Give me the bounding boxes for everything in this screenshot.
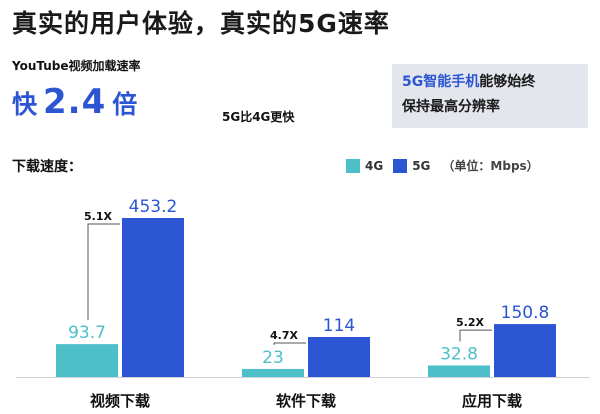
value-label-5g-1: 453.2: [129, 197, 178, 217]
value-label-5g-3: 150.8: [501, 303, 550, 323]
value-label-4g-2: 23: [262, 348, 284, 368]
legend-unit: （单位：Mbps）: [442, 159, 539, 173]
legend-swatch-4g: [346, 158, 360, 173]
multiplier-label-2: 4.7X: [270, 329, 298, 342]
legend-label-4g: 4G: [365, 158, 384, 173]
multiplier-label-1: 5.1X: [84, 210, 112, 223]
multiplier-bracket-3: [459, 329, 492, 342]
bar-5g-1: [122, 218, 184, 377]
multiplier-bracket-2: [273, 342, 306, 345]
speed-test-subtitle: YouTube视频加载速率: [12, 59, 141, 73]
value-label-5g-2: 114: [323, 316, 355, 336]
legend-item-4g: 4G: [346, 158, 384, 173]
promo-line-1: 5G智能手机能够始终: [402, 70, 578, 95]
speedup-value: 2.4: [43, 82, 107, 122]
page-title: 真实的用户体验，真实的5G速率: [12, 9, 390, 38]
promo-box: 5G智能手机能够始终 保持最高分辨率: [392, 64, 588, 128]
chart-title: 下载速度：: [12, 159, 82, 175]
legend-item-5g: 5G: [393, 158, 431, 173]
promo-line-2: 保持最高分辨率: [402, 99, 500, 115]
multiplier-bracket-1: [87, 223, 120, 321]
speedup-suffix: 倍: [112, 90, 138, 119]
bar-4g-3: [428, 365, 490, 377]
category-label-2: 软件下载: [276, 392, 336, 410]
multiplier-label-3: 5.2X: [456, 316, 484, 329]
bar-5g-2: [308, 337, 370, 377]
value-label-4g-1: 93.7: [68, 323, 106, 343]
speedup-prefix: 快: [12, 90, 38, 119]
compare-caption: 5G比4G更快: [222, 110, 295, 124]
bar-5g-3: [494, 324, 556, 377]
speedup-headline: 快 2.4 倍: [12, 82, 137, 122]
category-label-3: 应用下载: [462, 392, 522, 410]
legend-label-5g: 5G: [412, 158, 431, 173]
value-label-4g-3: 32.8: [440, 344, 478, 364]
bar-4g-2: [242, 368, 304, 377]
category-label-1: 视频下载: [90, 392, 150, 410]
bar-4g-1: [56, 344, 118, 377]
chart-legend: 4G 5G （单位：Mbps）: [346, 157, 539, 174]
promo-highlight: 5G智能手机: [402, 74, 480, 90]
promo-line-1-rest: 能够始终: [479, 74, 536, 90]
legend-swatch-5g: [393, 158, 408, 173]
